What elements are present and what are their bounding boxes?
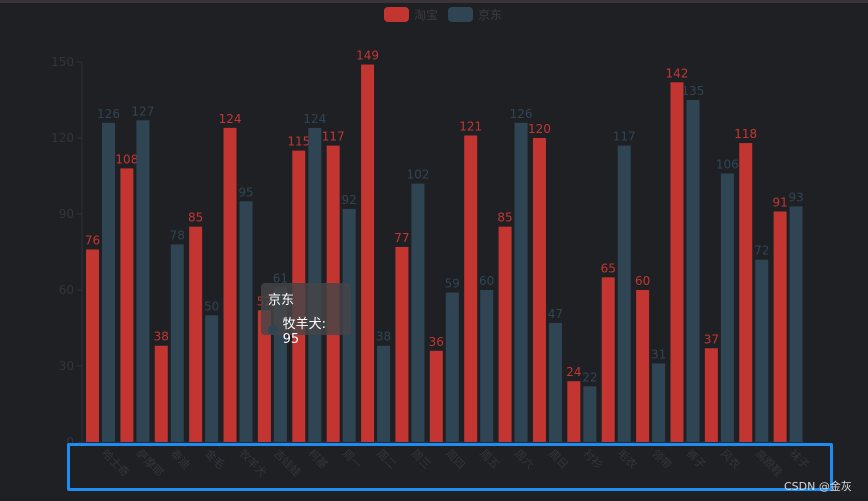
- bar[interactable]: [652, 363, 666, 442]
- bar-value-label: 121: [459, 119, 482, 133]
- bar[interactable]: [377, 345, 391, 442]
- y-tick-label: 150: [51, 55, 74, 69]
- bar[interactable]: [498, 226, 512, 442]
- bar-value-label: 124: [219, 112, 242, 126]
- bar[interactable]: [480, 290, 494, 442]
- bar[interactable]: [704, 348, 718, 442]
- bar-value-label: 72: [754, 244, 769, 258]
- bar-value-label: 117: [322, 130, 345, 144]
- bar-value-label: 85: [497, 211, 512, 225]
- y-tick-label: 60: [59, 283, 74, 297]
- bar[interactable]: [464, 135, 478, 442]
- tooltip: 京东 牧羊犬: 95: [261, 283, 351, 347]
- bar-value-label: 38: [376, 330, 391, 344]
- bar[interactable]: [532, 138, 546, 442]
- bar[interactable]: [755, 259, 769, 442]
- bar-value-label: 60: [479, 274, 494, 288]
- y-tick-label: 120: [51, 131, 74, 145]
- bar[interactable]: [445, 292, 459, 442]
- y-tick-label: 90: [59, 207, 74, 221]
- bar-value-label: 126: [510, 107, 533, 121]
- bar[interactable]: [514, 122, 528, 443]
- bar-value-label: 120: [528, 122, 551, 136]
- bar[interactable]: [170, 244, 184, 442]
- bar-value-label: 76: [85, 233, 100, 247]
- bar[interactable]: [239, 201, 253, 442]
- bar-value-label: 124: [303, 112, 326, 126]
- legend-item-jd[interactable]: 京东: [448, 6, 502, 23]
- bar[interactable]: [102, 122, 115, 443]
- bar-value-label: 117: [613, 130, 636, 144]
- bar-value-label: 126: [97, 107, 120, 121]
- legend-item-taobao[interactable]: 淘宝: [384, 6, 438, 23]
- bar[interactable]: [686, 100, 700, 442]
- bar-value-label: 78: [170, 228, 185, 242]
- watermark: CSDN @金灰: [784, 480, 852, 493]
- bar[interactable]: [739, 143, 753, 443]
- bar-value-label: 142: [666, 66, 689, 80]
- y-tick-label: 0: [66, 435, 74, 449]
- bar-value-label: 92: [342, 193, 357, 207]
- bar-value-label: 65: [601, 261, 616, 275]
- legend-swatch-icon: [448, 7, 474, 22]
- bar[interactable]: [136, 120, 150, 443]
- bar[interactable]: [205, 315, 219, 442]
- legend: 淘宝 京东: [384, 6, 502, 23]
- bar[interactable]: [773, 211, 787, 442]
- bar-value-label: 37: [704, 332, 719, 346]
- bar-value-label: 31: [651, 347, 666, 361]
- bar[interactable]: [548, 322, 562, 442]
- bar-value-label: 61: [273, 271, 288, 285]
- bar-value-label: 93: [788, 190, 803, 204]
- bar-value-label: 36: [429, 335, 444, 349]
- series-dot-icon: [268, 325, 278, 335]
- bar[interactable]: [189, 226, 203, 442]
- bar[interactable]: [601, 277, 615, 442]
- bar[interactable]: [257, 310, 271, 442]
- bar-value-label: 108: [115, 152, 138, 166]
- bar-value-label: 59: [445, 277, 460, 291]
- bar[interactable]: [411, 183, 425, 442]
- legend-label: 京东: [478, 8, 503, 22]
- bar-value-label: 135: [682, 84, 705, 98]
- legend-swatch-icon: [384, 7, 409, 22]
- bar[interactable]: [395, 246, 409, 442]
- bar[interactable]: [361, 64, 375, 443]
- window-top-strip: [0, 0, 868, 3]
- bar-value-label: 95: [238, 185, 253, 199]
- bar-value-label: 85: [188, 211, 203, 225]
- tooltip-value: 牧羊犬: 95: [282, 317, 326, 347]
- bar-value-label: 106: [716, 157, 739, 171]
- bar-value-label: 22: [582, 370, 597, 384]
- bar-value-label: 91: [772, 195, 787, 209]
- bar[interactable]: [154, 345, 168, 442]
- bar-value-label: 24: [566, 365, 581, 379]
- bar-value-label: 47: [548, 307, 563, 321]
- bar-value-label: 118: [734, 127, 757, 141]
- bar[interactable]: [670, 82, 684, 443]
- bar[interactable]: [720, 173, 734, 442]
- legend-label: 淘宝: [414, 8, 439, 22]
- bar-value-label: 127: [131, 104, 154, 118]
- bar-value-label: 102: [406, 168, 429, 182]
- bar[interactable]: [789, 206, 803, 442]
- bar[interactable]: [567, 381, 581, 442]
- bar-value-label: 77: [394, 231, 409, 245]
- x-axis-highlight-box: [67, 443, 833, 491]
- bar-value-label: 50: [204, 299, 219, 313]
- bar[interactable]: [120, 168, 134, 442]
- bar-value-label: 60: [635, 274, 650, 288]
- bar[interactable]: [636, 290, 650, 442]
- bar[interactable]: [86, 249, 99, 442]
- tooltip-title: 京东: [268, 293, 295, 308]
- bar[interactable]: [429, 350, 443, 442]
- bar-value-label: 38: [154, 330, 169, 344]
- bar-value-label: 115: [287, 135, 310, 149]
- bar[interactable]: [223, 127, 237, 442]
- bar[interactable]: [583, 386, 597, 442]
- bar[interactable]: [617, 145, 631, 442]
- bar-value-label: 149: [356, 49, 379, 63]
- y-tick-label: 30: [59, 359, 74, 373]
